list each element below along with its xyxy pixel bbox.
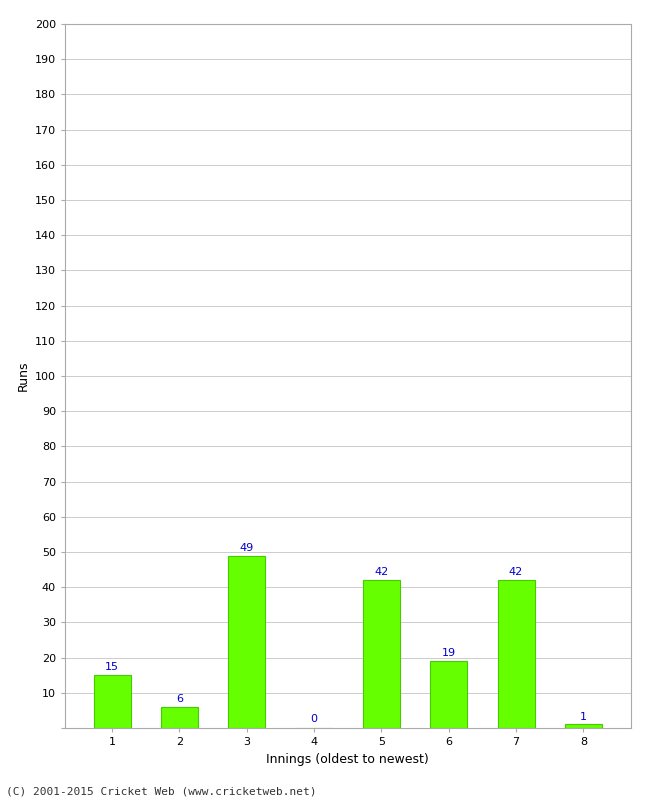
X-axis label: Innings (oldest to newest): Innings (oldest to newest) xyxy=(266,753,429,766)
Text: 0: 0 xyxy=(311,714,318,724)
Bar xyxy=(565,725,602,728)
Y-axis label: Runs: Runs xyxy=(16,361,29,391)
Text: 42: 42 xyxy=(374,567,389,578)
Bar xyxy=(363,580,400,728)
Text: 6: 6 xyxy=(176,694,183,704)
Text: 19: 19 xyxy=(441,648,456,658)
Text: (C) 2001-2015 Cricket Web (www.cricketweb.net): (C) 2001-2015 Cricket Web (www.cricketwe… xyxy=(6,786,317,796)
Bar xyxy=(94,675,131,728)
Bar xyxy=(161,707,198,728)
Bar xyxy=(228,555,265,728)
Text: 1: 1 xyxy=(580,712,587,722)
Text: 49: 49 xyxy=(240,542,254,553)
Bar xyxy=(430,661,467,728)
Bar xyxy=(497,580,534,728)
Text: 15: 15 xyxy=(105,662,119,672)
Text: 42: 42 xyxy=(509,567,523,578)
